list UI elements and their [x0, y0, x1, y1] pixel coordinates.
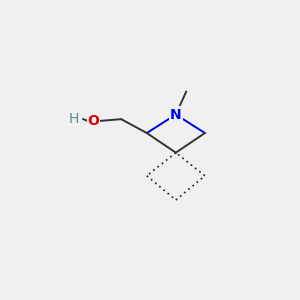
Text: O: O	[87, 115, 99, 128]
Text: H: H	[68, 112, 79, 126]
Text: N: N	[170, 107, 182, 122]
